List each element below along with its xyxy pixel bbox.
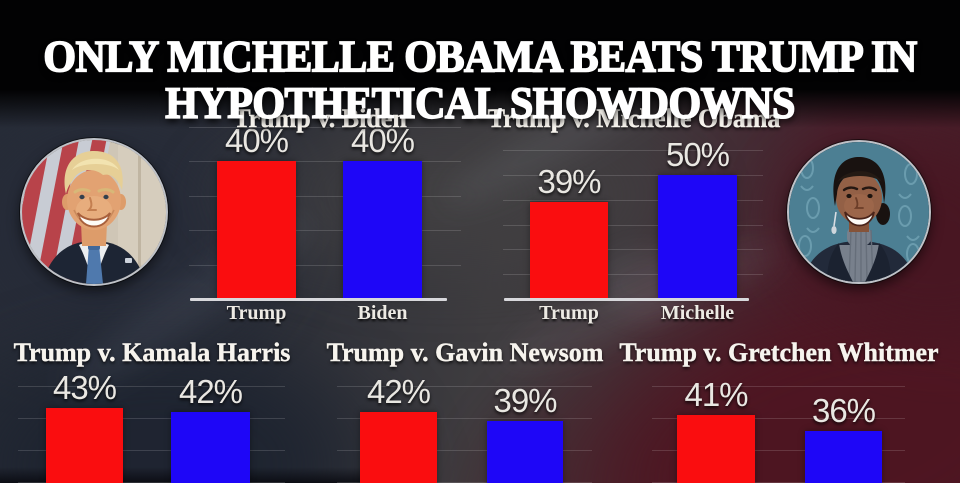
bar-trump — [360, 411, 437, 483]
value-label-trump: 42% — [366, 372, 431, 410]
gridline — [503, 150, 763, 152]
michelle-obama-photo — [787, 140, 931, 284]
michelle-portrait-illustration — [789, 142, 929, 282]
gridline — [189, 264, 461, 266]
gridline — [652, 386, 905, 387]
chart-title-trump-v-gretchen-whitmer: Trump v. Gretchen Whitmer — [619, 338, 939, 367]
axis-label-trump: Trump — [226, 302, 287, 324]
gridline — [337, 386, 592, 387]
axis-label-trump: Trump — [539, 302, 599, 324]
value-label-gavin-newsom: 39% — [493, 382, 557, 420]
axis-baseline — [504, 297, 749, 301]
page-title: ONLY MICHELLE OBAMA BEATS TRUMP IN HYPOT… — [0, 33, 960, 129]
bar-michelle — [658, 175, 737, 299]
gridline — [503, 199, 763, 201]
gridline — [189, 126, 461, 128]
value-label-trump: 40% — [224, 122, 289, 159]
chart-title-trump-v-biden: Trump v. Biden — [233, 104, 407, 133]
gridline — [189, 195, 461, 197]
gridline — [337, 450, 592, 451]
bar-trump — [677, 414, 755, 483]
value-label-gretchen-whitmer: 36% — [811, 391, 876, 429]
value-label-trump: 41% — [684, 375, 748, 413]
gridline — [503, 274, 763, 276]
gridline — [189, 230, 461, 231]
chart-title-trump-v-kamala-harris: Trump v. Kamala Harris — [13, 338, 291, 367]
page-title-line-2: HYPOTHETICAL SHOWDOWNS — [164, 79, 796, 129]
bar-trump — [46, 408, 123, 483]
bar-gretchen-whitmer — [805, 430, 882, 483]
bar-trump — [530, 202, 608, 299]
axis-label-biden: Biden — [357, 302, 408, 324]
gridline — [18, 418, 285, 419]
gridline — [337, 418, 592, 419]
gridline — [18, 450, 285, 451]
bar-gavin-newsom — [487, 421, 563, 483]
value-label-biden: 40% — [350, 122, 415, 159]
bar-biden — [343, 161, 422, 299]
trump-portrait-illustration — [22, 140, 166, 284]
chart-title-trump-v-gavin-newsom: Trump v. Gavin Newsom — [326, 338, 604, 367]
value-label-trump: 39% — [537, 163, 601, 201]
headline-black-band — [0, 0, 960, 128]
chart-title-trump-v-michelle-obama: Trump v. Michelle Obama — [487, 104, 781, 133]
gridline — [652, 450, 905, 451]
gridline — [503, 249, 763, 251]
gridline — [503, 224, 763, 226]
axis-label-michelle: Michelle — [660, 302, 735, 324]
value-label-michelle: 50% — [665, 136, 730, 173]
gridline — [189, 161, 461, 162]
value-label-trump: 43% — [52, 369, 117, 407]
trump-photo — [20, 138, 168, 286]
bar-trump — [217, 161, 296, 299]
page-title-line-1: ONLY MICHELLE OBAMA BEATS TRUMP IN — [43, 33, 918, 82]
value-label-kamala-harris: 42% — [178, 372, 243, 410]
gridline — [18, 386, 285, 387]
axis-baseline — [190, 297, 447, 301]
gridline — [503, 175, 763, 176]
bar-kamala-harris — [171, 411, 250, 483]
gridline — [652, 418, 905, 419]
